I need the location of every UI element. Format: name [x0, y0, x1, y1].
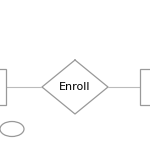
Bar [0, 69, 6, 105]
Ellipse shape [0, 122, 24, 136]
Polygon shape [42, 60, 108, 114]
Text: Enroll: Enroll [59, 82, 91, 92]
Bar [140, 69, 150, 105]
